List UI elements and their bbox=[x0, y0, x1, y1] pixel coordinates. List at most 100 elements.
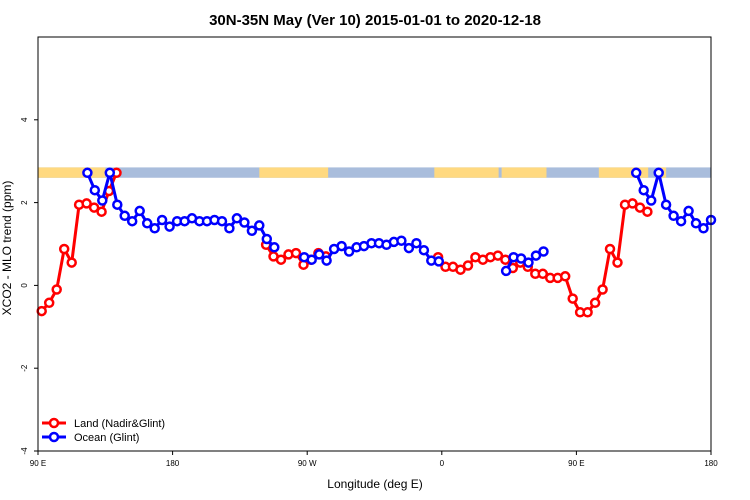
series-0-point bbox=[81, 198, 92, 209]
axes-layer: 90 E 180 90 W 0 90 E 180 -4 -2 0 2 4 bbox=[20, 36, 718, 468]
land-band-4 bbox=[598, 167, 649, 178]
land-band-2 bbox=[434, 167, 499, 178]
y-axis-label: XCO2 - MLO trend (ppm) bbox=[0, 181, 14, 316]
legend-ocean-marker bbox=[48, 431, 60, 443]
series-1-point bbox=[418, 244, 430, 256]
y-tick-label: -2 bbox=[20, 364, 29, 372]
legend-land-marker bbox=[48, 417, 60, 429]
y-tick-label: 4 bbox=[20, 117, 29, 122]
x-tick-label: 90 E bbox=[568, 459, 584, 468]
series-1-point bbox=[306, 254, 317, 265]
plot-frame bbox=[37, 36, 712, 452]
series-0-point bbox=[642, 206, 653, 217]
series-1-point bbox=[313, 249, 325, 260]
legend: Land (Nadir&Glint) Ocean (Glint) bbox=[42, 417, 165, 444]
series-1-point bbox=[645, 195, 657, 206]
series-1-point bbox=[97, 195, 108, 206]
series-0-point bbox=[589, 297, 601, 309]
series-1-point bbox=[104, 167, 116, 179]
series-1-point bbox=[343, 246, 355, 257]
x-tick-label: 180 bbox=[704, 459, 718, 468]
series-0 bbox=[36, 167, 653, 318]
series-1-point bbox=[216, 215, 228, 227]
series-1-line-0 bbox=[86, 171, 276, 249]
series-0-point bbox=[36, 305, 47, 317]
series-0-point bbox=[567, 293, 578, 304]
series-1-point bbox=[119, 210, 130, 222]
chart-title: 30N-35N May (Ver 10) 2015-01-01 to 2020-… bbox=[209, 12, 541, 29]
series-1-point bbox=[653, 167, 664, 179]
x-axis-label: Longitude (deg E) bbox=[327, 477, 422, 491]
series-1-point bbox=[515, 253, 527, 264]
series-1-point bbox=[433, 256, 445, 267]
series-1-point bbox=[698, 223, 709, 234]
series-1 bbox=[82, 167, 717, 277]
series-1-point bbox=[82, 167, 93, 179]
series-0-point bbox=[627, 198, 638, 209]
series-1-point bbox=[683, 205, 694, 217]
land-band-3 bbox=[501, 167, 547, 178]
series-1-point bbox=[141, 218, 153, 229]
series-0-point bbox=[492, 250, 504, 261]
series-1-point bbox=[156, 214, 168, 226]
series-0-point bbox=[290, 247, 302, 259]
series-1-point bbox=[254, 220, 265, 231]
series-0-point bbox=[597, 284, 608, 295]
legend-ocean-label: Ocean (Glint) bbox=[74, 432, 139, 444]
series-0-point bbox=[66, 257, 77, 268]
series-0-point bbox=[604, 243, 616, 255]
y-tick-label: 2 bbox=[20, 200, 29, 205]
series-1-point bbox=[668, 210, 679, 222]
series-1-point bbox=[261, 233, 273, 245]
series-1-point bbox=[690, 218, 702, 229]
series-1-point bbox=[239, 217, 250, 228]
x-tick-label: 180 bbox=[166, 459, 180, 468]
series-1-point bbox=[336, 240, 347, 252]
series-0-point bbox=[88, 202, 100, 213]
series-0-point bbox=[462, 260, 474, 271]
series-1-point bbox=[231, 213, 243, 224]
series-0-point bbox=[275, 254, 287, 265]
series-1-point bbox=[630, 167, 642, 179]
series-1-point bbox=[411, 237, 422, 249]
series-1-point bbox=[500, 265, 512, 277]
series-0-point bbox=[51, 284, 62, 295]
land-ocean-mask bbox=[38, 167, 711, 178]
series-0-point bbox=[500, 254, 511, 265]
series-1-point bbox=[89, 184, 101, 196]
series-0-point bbox=[455, 264, 466, 275]
series-1-point bbox=[164, 221, 175, 232]
series-1-point bbox=[224, 223, 235, 234]
series-0-point bbox=[537, 268, 549, 280]
series-0-point bbox=[96, 206, 107, 217]
x-tick-label: 0 bbox=[440, 459, 445, 468]
series-0-point bbox=[634, 202, 646, 213]
series-1-point bbox=[538, 246, 549, 257]
series-1-point bbox=[246, 225, 258, 237]
series-layer bbox=[36, 167, 717, 318]
series-1-point bbox=[396, 235, 407, 246]
series-1-point bbox=[134, 205, 145, 217]
series-1-point bbox=[530, 250, 542, 261]
land-band-1 bbox=[259, 167, 329, 178]
land-band-0 bbox=[38, 167, 106, 178]
legend-land-label: Land (Nadir&Glint) bbox=[74, 418, 165, 430]
series-0-point bbox=[582, 307, 593, 318]
series-1-point bbox=[523, 257, 534, 268]
series-0-point bbox=[58, 243, 70, 255]
series-0-point bbox=[559, 271, 571, 282]
series-1-point bbox=[269, 242, 280, 253]
series-1-point bbox=[660, 199, 672, 210]
y-tick-label: -4 bbox=[20, 447, 29, 455]
series-1-point bbox=[403, 242, 415, 254]
series-0-point bbox=[612, 257, 623, 268]
y-tick-label: 0 bbox=[20, 283, 29, 288]
series-1-point bbox=[126, 215, 138, 227]
series-0-point bbox=[43, 297, 55, 309]
ocean-band bbox=[38, 167, 711, 178]
series-1-point bbox=[149, 223, 160, 234]
series-1-point bbox=[321, 255, 332, 266]
x-tick-label: 90 E bbox=[30, 459, 46, 468]
